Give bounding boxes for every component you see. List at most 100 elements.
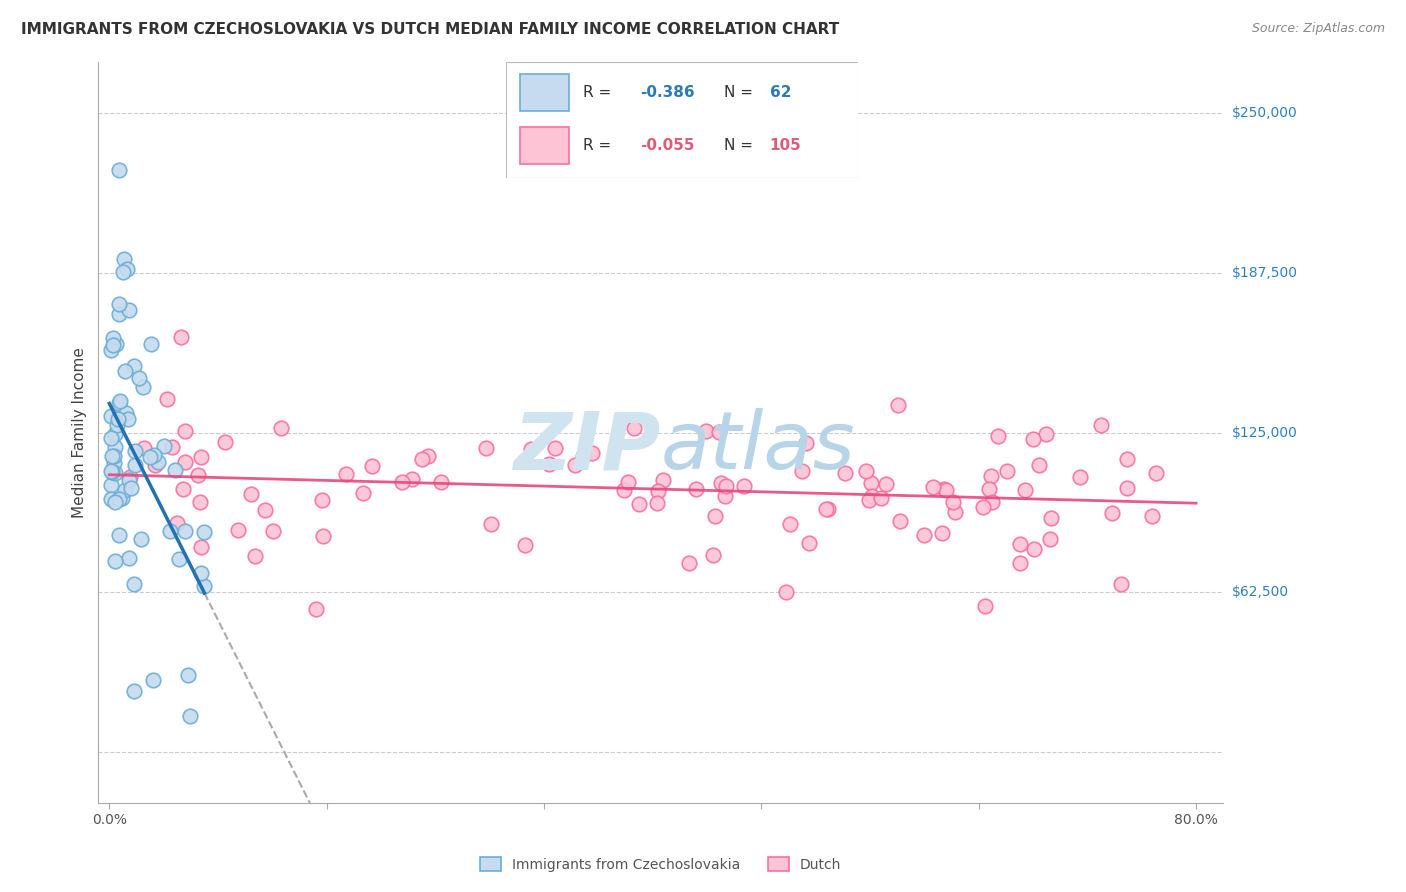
Point — [645, 496, 668, 510]
Point — [103, 456, 125, 470]
Point — [143, 458, 166, 472]
Text: $187,500: $187,500 — [1232, 266, 1298, 280]
Point — [129, 533, 152, 547]
Point — [174, 424, 197, 438]
Point — [108, 528, 131, 542]
Point — [520, 442, 543, 457]
Point — [790, 464, 813, 478]
Text: $62,500: $62,500 — [1232, 585, 1289, 599]
Point — [564, 458, 586, 472]
Point — [104, 337, 127, 351]
Point — [703, 509, 725, 524]
Point — [685, 482, 707, 496]
Point — [146, 455, 169, 469]
Point — [111, 491, 134, 505]
Point — [779, 517, 801, 532]
Point — [101, 450, 124, 464]
Text: R =: R = — [583, 138, 617, 153]
Point — [124, 443, 146, 458]
Point — [139, 337, 162, 351]
Point — [942, 494, 965, 508]
Point — [815, 502, 838, 516]
Point — [100, 464, 122, 478]
Point — [128, 370, 150, 384]
Point — [118, 470, 141, 484]
Point — [1008, 556, 1031, 570]
Point — [1101, 506, 1123, 520]
Point — [100, 431, 122, 445]
Point — [1116, 481, 1139, 495]
Point — [617, 475, 640, 489]
Bar — [520, 74, 569, 112]
Point — [981, 495, 1004, 509]
Point — [922, 480, 945, 494]
Point — [430, 475, 453, 490]
Point — [515, 538, 537, 552]
Point — [352, 485, 374, 500]
Point — [187, 467, 209, 482]
Point — [166, 516, 188, 530]
Point — [122, 359, 145, 373]
Point — [980, 469, 1002, 483]
Point — [190, 541, 212, 555]
Legend: Immigrants from Czechoslovakia, Dutch: Immigrants from Czechoslovakia, Dutch — [475, 851, 846, 878]
Point — [817, 502, 839, 516]
Point — [104, 495, 127, 509]
Point — [100, 343, 122, 358]
Point — [270, 420, 292, 434]
Point — [104, 554, 127, 568]
Point — [103, 331, 125, 345]
Point — [142, 673, 165, 688]
Point — [875, 476, 897, 491]
Point — [103, 449, 125, 463]
Point — [411, 451, 433, 466]
Point — [311, 492, 333, 507]
Point — [108, 297, 131, 311]
Point — [122, 577, 145, 591]
Point — [647, 483, 669, 498]
Point — [834, 466, 856, 480]
Point — [312, 529, 335, 543]
Point — [1144, 467, 1167, 481]
Point — [262, 524, 284, 538]
Point — [107, 417, 129, 432]
Point — [240, 487, 263, 501]
Point — [733, 479, 755, 493]
Text: $125,000: $125,000 — [1232, 425, 1298, 440]
Point — [160, 440, 183, 454]
Point — [228, 523, 250, 537]
Point — [1035, 426, 1057, 441]
Point — [613, 483, 636, 497]
Text: IMMIGRANTS FROM CZECHOSLOVAKIA VS DUTCH MEDIAN FAMILY INCOME CORRELATION CHART: IMMIGRANTS FROM CZECHOSLOVAKIA VS DUTCH … — [21, 22, 839, 37]
Point — [118, 551, 141, 566]
Point — [794, 436, 817, 450]
Point — [995, 464, 1018, 478]
Text: $250,000: $250,000 — [1232, 106, 1298, 120]
Point — [623, 420, 645, 434]
Point — [860, 476, 883, 491]
Point — [932, 483, 955, 497]
Point — [870, 491, 893, 505]
Text: -0.386: -0.386 — [640, 85, 695, 100]
Y-axis label: Median Family Income: Median Family Income — [72, 347, 87, 518]
Point — [100, 491, 122, 506]
Point — [678, 557, 700, 571]
Point — [860, 489, 883, 503]
Point — [190, 450, 212, 464]
Text: 62: 62 — [770, 85, 792, 100]
Point — [977, 483, 1000, 497]
Point — [931, 525, 953, 540]
Point — [707, 425, 730, 439]
Point — [695, 425, 717, 439]
Point — [122, 684, 145, 698]
Point — [1022, 541, 1045, 556]
Point — [1109, 577, 1132, 591]
Point — [124, 458, 146, 473]
Point — [118, 473, 141, 487]
Point — [710, 476, 733, 491]
Point — [335, 467, 357, 482]
Text: R =: R = — [583, 85, 617, 100]
Point — [361, 458, 384, 473]
Text: 105: 105 — [770, 138, 801, 153]
Point — [163, 463, 186, 477]
